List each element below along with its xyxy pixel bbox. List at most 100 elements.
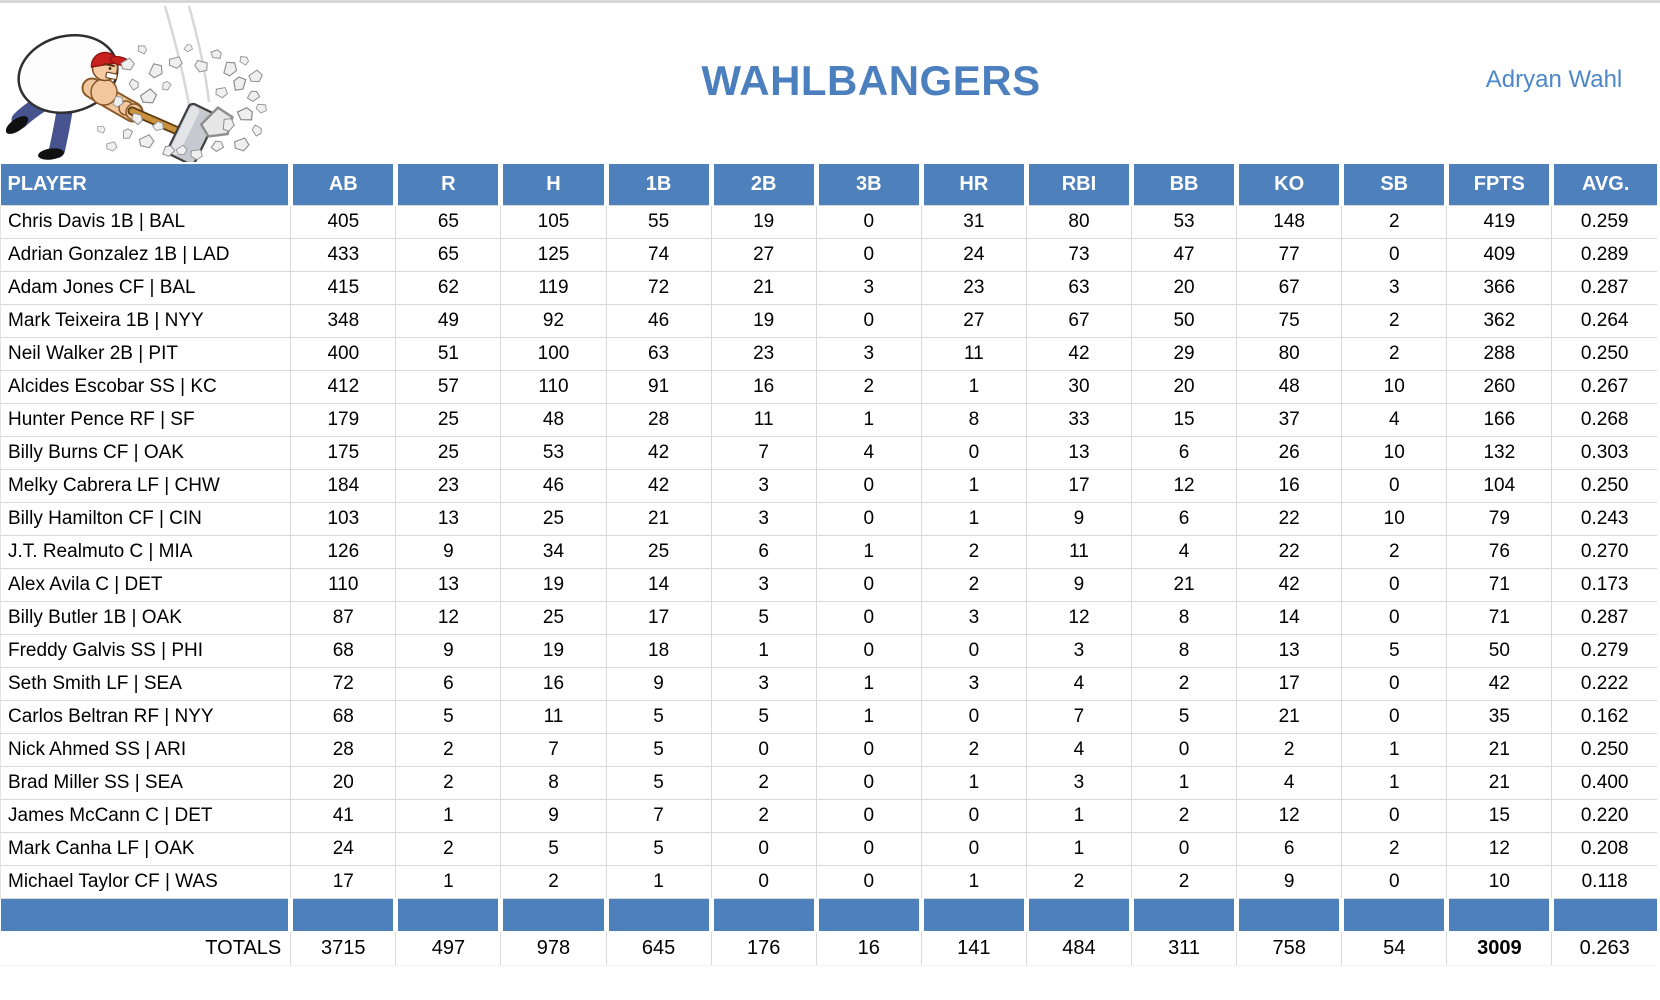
stat-cell[interactable]: 7 (500, 733, 607, 767)
stat-cell[interactable]: 10 (1341, 502, 1448, 536)
stat-cell[interactable]: 0 (1130, 733, 1238, 767)
stat-cell[interactable]: 433 (290, 238, 397, 272)
stat-cell[interactable]: 7 (1025, 700, 1133, 734)
stat-cell[interactable]: 63 (605, 337, 712, 371)
stat-cell[interactable]: 15 (1446, 799, 1553, 833)
stat-cell[interactable]: 0.289 (1551, 238, 1657, 272)
stat-cell[interactable]: 166 (1446, 403, 1553, 437)
stat-cell[interactable]: 0 (920, 700, 1027, 734)
stat-cell[interactable]: 11 (500, 700, 607, 734)
player-cell[interactable]: Neil Walker 2B | PIT (0, 337, 292, 371)
player-cell[interactable]: Mark Canha LF | OAK (0, 832, 292, 866)
stat-cell[interactable]: 1 (605, 865, 712, 899)
stat-cell[interactable]: 14 (1236, 601, 1343, 635)
stat-cell[interactable]: 0 (920, 799, 1027, 833)
stat-cell[interactable]: 76 (1446, 535, 1553, 569)
stat-cell[interactable]: 14 (605, 568, 712, 602)
stat-cell[interactable]: 12 (1446, 832, 1553, 866)
stat-cell[interactable]: 72 (290, 667, 397, 701)
stat-cell[interactable]: 5 (605, 733, 712, 767)
stat-cell[interactable]: 42 (605, 469, 712, 503)
stat-cell[interactable]: 0 (1341, 799, 1448, 833)
stat-cell[interactable]: 65 (395, 238, 502, 272)
stat-cell[interactable]: 71 (1446, 601, 1553, 635)
stat-cell[interactable]: 2 (1341, 832, 1448, 866)
stat-cell[interactable]: 2 (395, 766, 502, 800)
player-cell[interactable]: Alcides Escobar SS | KC (0, 370, 292, 404)
stat-cell[interactable]: 0.173 (1551, 568, 1657, 602)
stat-cell[interactable]: 4 (1025, 667, 1133, 701)
stat-cell[interactable]: 42 (1446, 667, 1553, 701)
stat-cell[interactable]: 53 (1130, 205, 1238, 239)
stat-cell[interactable]: 55 (605, 205, 712, 239)
stat-cell[interactable]: 132 (1446, 436, 1553, 470)
stat-cell[interactable]: 30 (1025, 370, 1133, 404)
stat-cell[interactable]: 20 (1130, 271, 1238, 305)
stat-cell[interactable]: 11 (710, 403, 817, 437)
stat-cell[interactable]: 0 (1341, 700, 1448, 734)
stat-cell[interactable]: 23 (710, 337, 817, 371)
stat-cell[interactable]: 48 (500, 403, 607, 437)
player-cell[interactable]: Billy Hamilton CF | CIN (0, 502, 292, 536)
stat-cell[interactable]: 74 (605, 238, 712, 272)
stat-cell[interactable]: 21 (1446, 733, 1553, 767)
stat-cell[interactable]: 9 (1236, 865, 1343, 899)
column-header-2b[interactable]: 2B (708, 164, 819, 206)
stat-cell[interactable]: 8 (1130, 634, 1238, 668)
stat-cell[interactable]: 17 (1025, 469, 1133, 503)
player-cell[interactable]: Freddy Galvis SS | PHI (0, 634, 292, 668)
column-header-sb[interactable]: SB (1339, 164, 1450, 206)
column-header-r[interactable]: R (393, 164, 504, 206)
total-cell[interactable]: 3715 (290, 931, 397, 966)
stat-cell[interactable]: 0 (815, 601, 922, 635)
stat-cell[interactable]: 42 (1025, 337, 1133, 371)
stat-cell[interactable]: 1 (1130, 766, 1238, 800)
stat-cell[interactable]: 0.267 (1551, 370, 1657, 404)
stat-cell[interactable]: 7 (710, 436, 817, 470)
stat-cell[interactable]: 0 (815, 205, 922, 239)
stat-cell[interactable]: 19 (500, 568, 607, 602)
stat-cell[interactable]: 0.208 (1551, 832, 1657, 866)
total-cell[interactable]: 176 (710, 931, 817, 966)
stat-cell[interactable]: 12 (1025, 601, 1133, 635)
stat-cell[interactable]: 3 (815, 271, 922, 305)
column-header-bb[interactable]: BB (1128, 164, 1240, 206)
stat-cell[interactable]: 46 (605, 304, 712, 338)
player-cell[interactable]: Brad Miller SS | SEA (0, 766, 292, 800)
stat-cell[interactable]: 2 (1130, 799, 1238, 833)
stat-cell[interactable]: 0.250 (1551, 469, 1657, 503)
stat-cell[interactable]: 16 (710, 370, 817, 404)
stat-cell[interactable]: 9 (395, 634, 502, 668)
total-cell[interactable]: 0.263 (1551, 931, 1657, 966)
stat-cell[interactable]: 9 (395, 535, 502, 569)
stat-cell[interactable]: 67 (1236, 271, 1343, 305)
stat-cell[interactable]: 3 (710, 568, 817, 602)
column-header-1b[interactable]: 1B (603, 164, 714, 206)
stat-cell[interactable]: 68 (290, 634, 397, 668)
total-cell[interactable]: 141 (920, 931, 1027, 966)
stat-cell[interactable]: 1 (920, 469, 1027, 503)
stat-cell[interactable]: 179 (290, 403, 397, 437)
stat-cell[interactable]: 288 (1446, 337, 1553, 371)
stat-cell[interactable]: 2 (1130, 865, 1238, 899)
stat-cell[interactable]: 148 (1236, 205, 1343, 239)
total-cell[interactable]: 645 (605, 931, 712, 966)
stat-cell[interactable]: 184 (290, 469, 397, 503)
stat-cell[interactable]: 104 (1446, 469, 1553, 503)
stat-cell[interactable]: 23 (395, 469, 502, 503)
stat-cell[interactable]: 1 (920, 865, 1027, 899)
stat-cell[interactable]: 24 (920, 238, 1027, 272)
stat-cell[interactable]: 12 (395, 601, 502, 635)
stat-cell[interactable]: 5 (605, 832, 712, 866)
stat-cell[interactable]: 2 (1130, 667, 1238, 701)
stat-cell[interactable]: 67 (1025, 304, 1133, 338)
stat-cell[interactable]: 0 (815, 238, 922, 272)
player-cell[interactable]: Michael Taylor CF | WAS (0, 865, 292, 899)
stat-cell[interactable]: 4 (1025, 733, 1133, 767)
stat-cell[interactable]: 110 (500, 370, 607, 404)
stat-cell[interactable]: 13 (395, 502, 502, 536)
stat-cell[interactable]: 5 (1341, 634, 1448, 668)
stat-cell[interactable]: 0.270 (1551, 535, 1657, 569)
stat-cell[interactable]: 24 (290, 832, 397, 866)
stat-cell[interactable]: 22 (1236, 502, 1343, 536)
